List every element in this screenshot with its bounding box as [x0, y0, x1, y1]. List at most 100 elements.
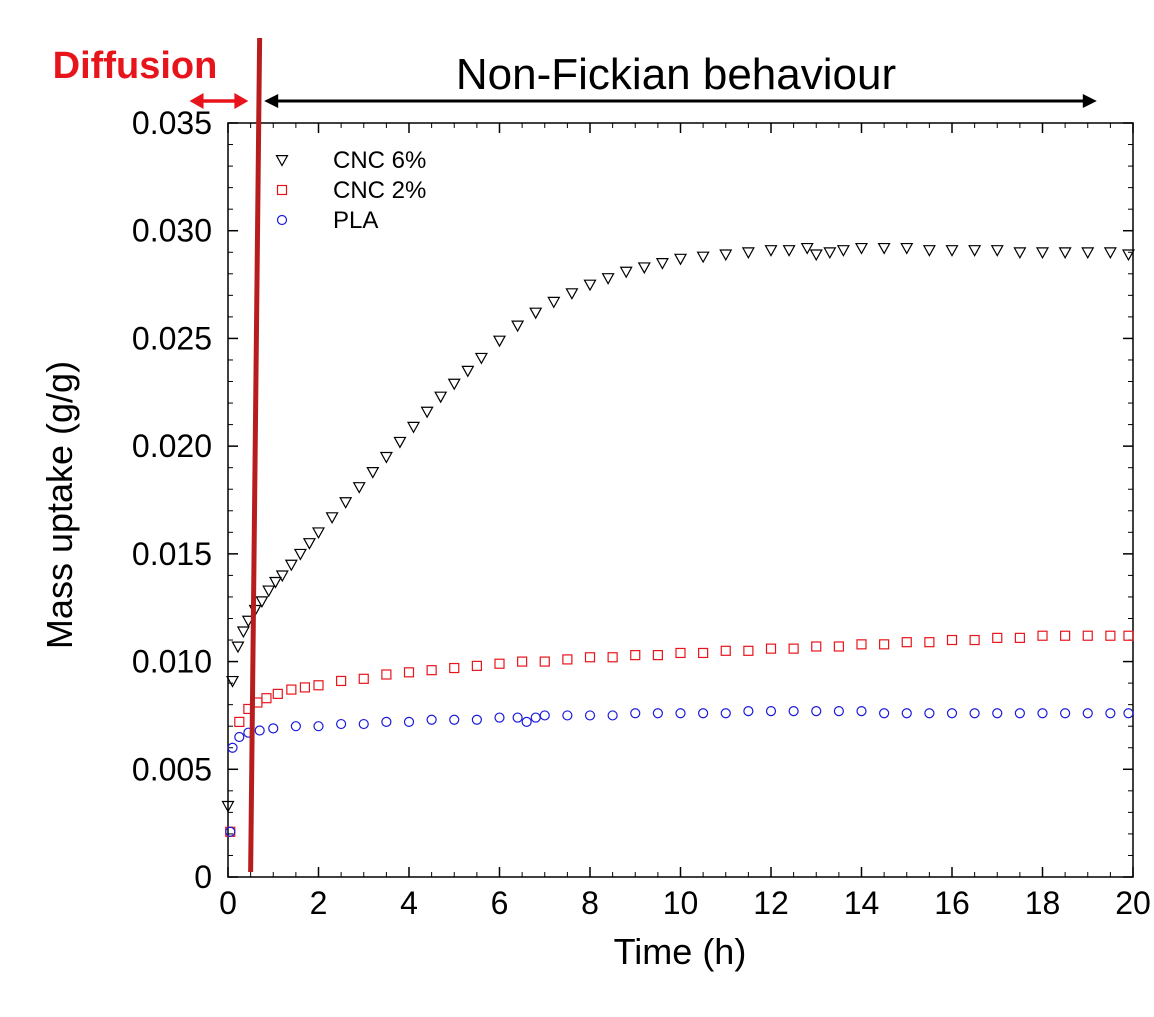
cnc6-point — [339, 497, 353, 509]
minor-ticks — [228, 123, 1133, 877]
y-tick-label: 0.015 — [132, 536, 212, 572]
cnc6-point — [226, 675, 240, 688]
pla-point — [358, 718, 369, 730]
cnc6-point — [877, 242, 891, 255]
diffusion-label: Diffusion — [53, 45, 218, 87]
pla-point — [225, 826, 236, 837]
pla-point — [720, 708, 731, 719]
cnc6-point — [221, 800, 235, 813]
pla-point — [879, 708, 890, 719]
x-tick-label: 6 — [491, 885, 509, 921]
legend-marker — [276, 214, 288, 226]
pla-point — [1082, 708, 1093, 719]
pla-point — [449, 714, 460, 725]
x-tick-label: 0 — [219, 885, 237, 921]
cnc6-point — [461, 365, 475, 378]
cnc6-point — [434, 391, 448, 404]
x-tick-label: 14 — [844, 885, 880, 921]
cnc6-point — [1103, 247, 1117, 259]
x-tick-label: 4 — [400, 885, 418, 921]
cnc6-point — [1081, 247, 1095, 259]
cnc6-point — [922, 245, 936, 257]
non-fickian-arrow — [264, 94, 1097, 108]
cnc6-point — [268, 576, 283, 589]
cnc2-point — [381, 669, 392, 680]
cnc2-point — [856, 639, 867, 650]
cnc6-point — [565, 288, 579, 300]
pla-point — [788, 706, 799, 717]
cnc2-point — [607, 652, 618, 663]
cnc6-point — [1121, 249, 1135, 262]
cnc2-point — [811, 641, 822, 652]
cnc6-point — [293, 548, 307, 561]
pla-point — [992, 708, 1003, 719]
pla-point — [268, 723, 279, 734]
pla-point — [652, 708, 663, 719]
pla-point — [530, 712, 541, 723]
cnc6-point — [741, 247, 755, 259]
cnc6-point — [583, 279, 597, 292]
cnc6-point — [809, 249, 823, 262]
y-tick-label: 0 — [194, 859, 212, 895]
pla-point — [1014, 708, 1025, 719]
diffusion-arrow — [189, 93, 249, 109]
cnc2-point — [272, 688, 283, 699]
x-tick-label: 2 — [310, 885, 328, 921]
cnc6-point — [1058, 247, 1072, 259]
cnc2-point — [924, 637, 935, 648]
cnc2-point — [765, 643, 777, 654]
y-tick-label: 0.010 — [132, 644, 212, 680]
cnc6-point — [231, 641, 245, 654]
cnc2-point — [1060, 630, 1071, 641]
cnc6-point — [366, 466, 380, 479]
y-axis: 0 0.005 0.010 0.015 0.020 0.025 0.030 0.035 — [132, 105, 1133, 895]
cnc6-point — [619, 266, 633, 279]
x-tick-label: 10 — [663, 885, 699, 921]
pla-point — [1123, 708, 1134, 719]
legend: CNC 6% CNC 2% PLA — [275, 147, 426, 234]
pla-point — [969, 708, 980, 719]
cnc2-point — [652, 650, 663, 661]
pla-point — [584, 710, 596, 721]
pla-point — [1105, 708, 1116, 719]
cnc2-point — [494, 658, 505, 669]
cnc2-point — [879, 639, 890, 650]
cnc6-point — [1013, 247, 1027, 259]
x-axis-label: Time (h) — [614, 931, 747, 972]
pla-point — [426, 714, 437, 725]
pla-point — [1037, 708, 1048, 719]
legend-label: CNC 6% — [333, 147, 426, 174]
cnc6-point — [900, 242, 914, 255]
cnc2-point — [720, 645, 731, 656]
cnc2-point — [969, 634, 980, 646]
cnc2-point — [584, 652, 596, 663]
cnc2-point — [426, 665, 437, 676]
cnc6-point — [255, 596, 269, 608]
pla-point — [946, 708, 958, 719]
pla-point — [471, 714, 482, 725]
pla-point — [539, 710, 550, 721]
pla-point — [743, 706, 754, 717]
pla-point — [336, 718, 347, 730]
pla-point — [901, 708, 912, 719]
cnc6-point — [782, 245, 796, 257]
cnc6-point — [764, 245, 778, 257]
cnc2-point — [1105, 630, 1116, 641]
cnc6-point — [823, 247, 837, 259]
pla-point — [403, 716, 415, 727]
pla-point — [856, 706, 867, 717]
cnc2-point — [992, 632, 1003, 643]
series-layer — [221, 242, 1135, 837]
legend-label: PLA — [333, 207, 378, 234]
cnc6-point — [1035, 247, 1050, 259]
cnc2-point — [1082, 630, 1093, 641]
pla-point — [698, 708, 709, 719]
cnc6-point — [474, 352, 488, 365]
x-axis: 0 2 4 6 8 10 12 14 16 18 20 — [219, 123, 1151, 921]
y-tick-label: 0.025 — [132, 320, 212, 356]
pla-point — [607, 710, 618, 721]
cnc2-point — [675, 647, 686, 659]
cnc2-point — [1037, 630, 1048, 641]
cnc2-point — [517, 656, 528, 667]
